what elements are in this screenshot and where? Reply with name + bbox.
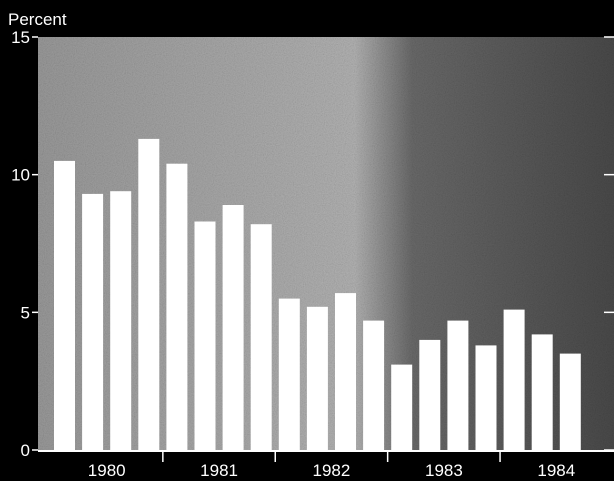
bar-1982-q4 <box>363 320 385 450</box>
bar-series <box>54 138 581 450</box>
y-tick-label: 10 <box>11 166 30 185</box>
bar-1980-q4 <box>138 138 160 450</box>
bar-1984-q2 <box>531 334 553 450</box>
x-tick-label: 1981 <box>200 461 238 480</box>
bar-1982-q3 <box>335 293 356 450</box>
bar-1980-q3 <box>110 191 132 450</box>
y-axis-label: Percent <box>8 10 67 29</box>
x-tick-label: 1980 <box>88 461 126 480</box>
bar-1982-q2 <box>306 306 328 450</box>
y-tick-label: 5 <box>21 303 30 322</box>
y-axis: 0 5 10 15 <box>11 28 614 460</box>
x-tick-label: 1982 <box>312 461 350 480</box>
bar-1983-q1 <box>391 364 413 450</box>
y-tick-label: 15 <box>11 28 30 47</box>
bar-1984-q3 <box>559 353 581 450</box>
bar-1980-q1 <box>54 160 75 450</box>
bar-1981-q1 <box>166 163 188 450</box>
bar-1981-q3 <box>222 205 244 450</box>
bar-1980-q2 <box>82 193 104 450</box>
x-tick-label: 1983 <box>425 461 463 480</box>
x-axis: 1980 1981 1982 1983 1984 <box>38 450 614 480</box>
bar-1984-q1 <box>503 309 525 450</box>
bar-1982-q1 <box>278 298 300 450</box>
bar-1983-q2 <box>419 339 441 450</box>
bar-1983-q4 <box>475 345 497 450</box>
bar-1981-q2 <box>194 221 216 450</box>
bar-1981-q4 <box>250 224 272 450</box>
x-tick-label: 1984 <box>537 461 575 480</box>
y-tick-label: 0 <box>21 441 30 460</box>
bar-1983-q3 <box>447 320 469 450</box>
